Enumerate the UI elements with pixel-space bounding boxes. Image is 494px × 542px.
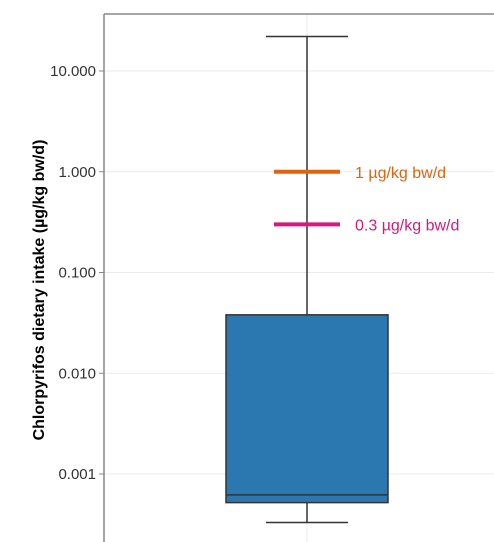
- y-axis-title: Chlorpyrifos dietary intake (µg/kg bw/d): [31, 140, 48, 441]
- y-tick-label: 1.000: [58, 164, 96, 181]
- reference-line-label: 1 µg/kg bw/d: [355, 165, 446, 182]
- y-tick-label: 0.010: [58, 365, 96, 382]
- box-group: [225, 35, 389, 524]
- plot-frame: [103, 13, 494, 542]
- reference-lines: 1 µg/kg bw/d 0.3 µg/kg bw/d: [274, 165, 459, 234]
- y-axis-ticks: 10.000 1.000 0.100 0.010 0.001: [50, 63, 104, 483]
- y-tick-label: 0.100: [58, 265, 96, 282]
- iqr-box: [225, 314, 389, 504]
- y-tick-label: 10.000: [50, 63, 96, 80]
- y-tick-label: 0.001: [58, 466, 96, 483]
- reference-line-label: 0.3 µg/kg bw/d: [355, 217, 459, 234]
